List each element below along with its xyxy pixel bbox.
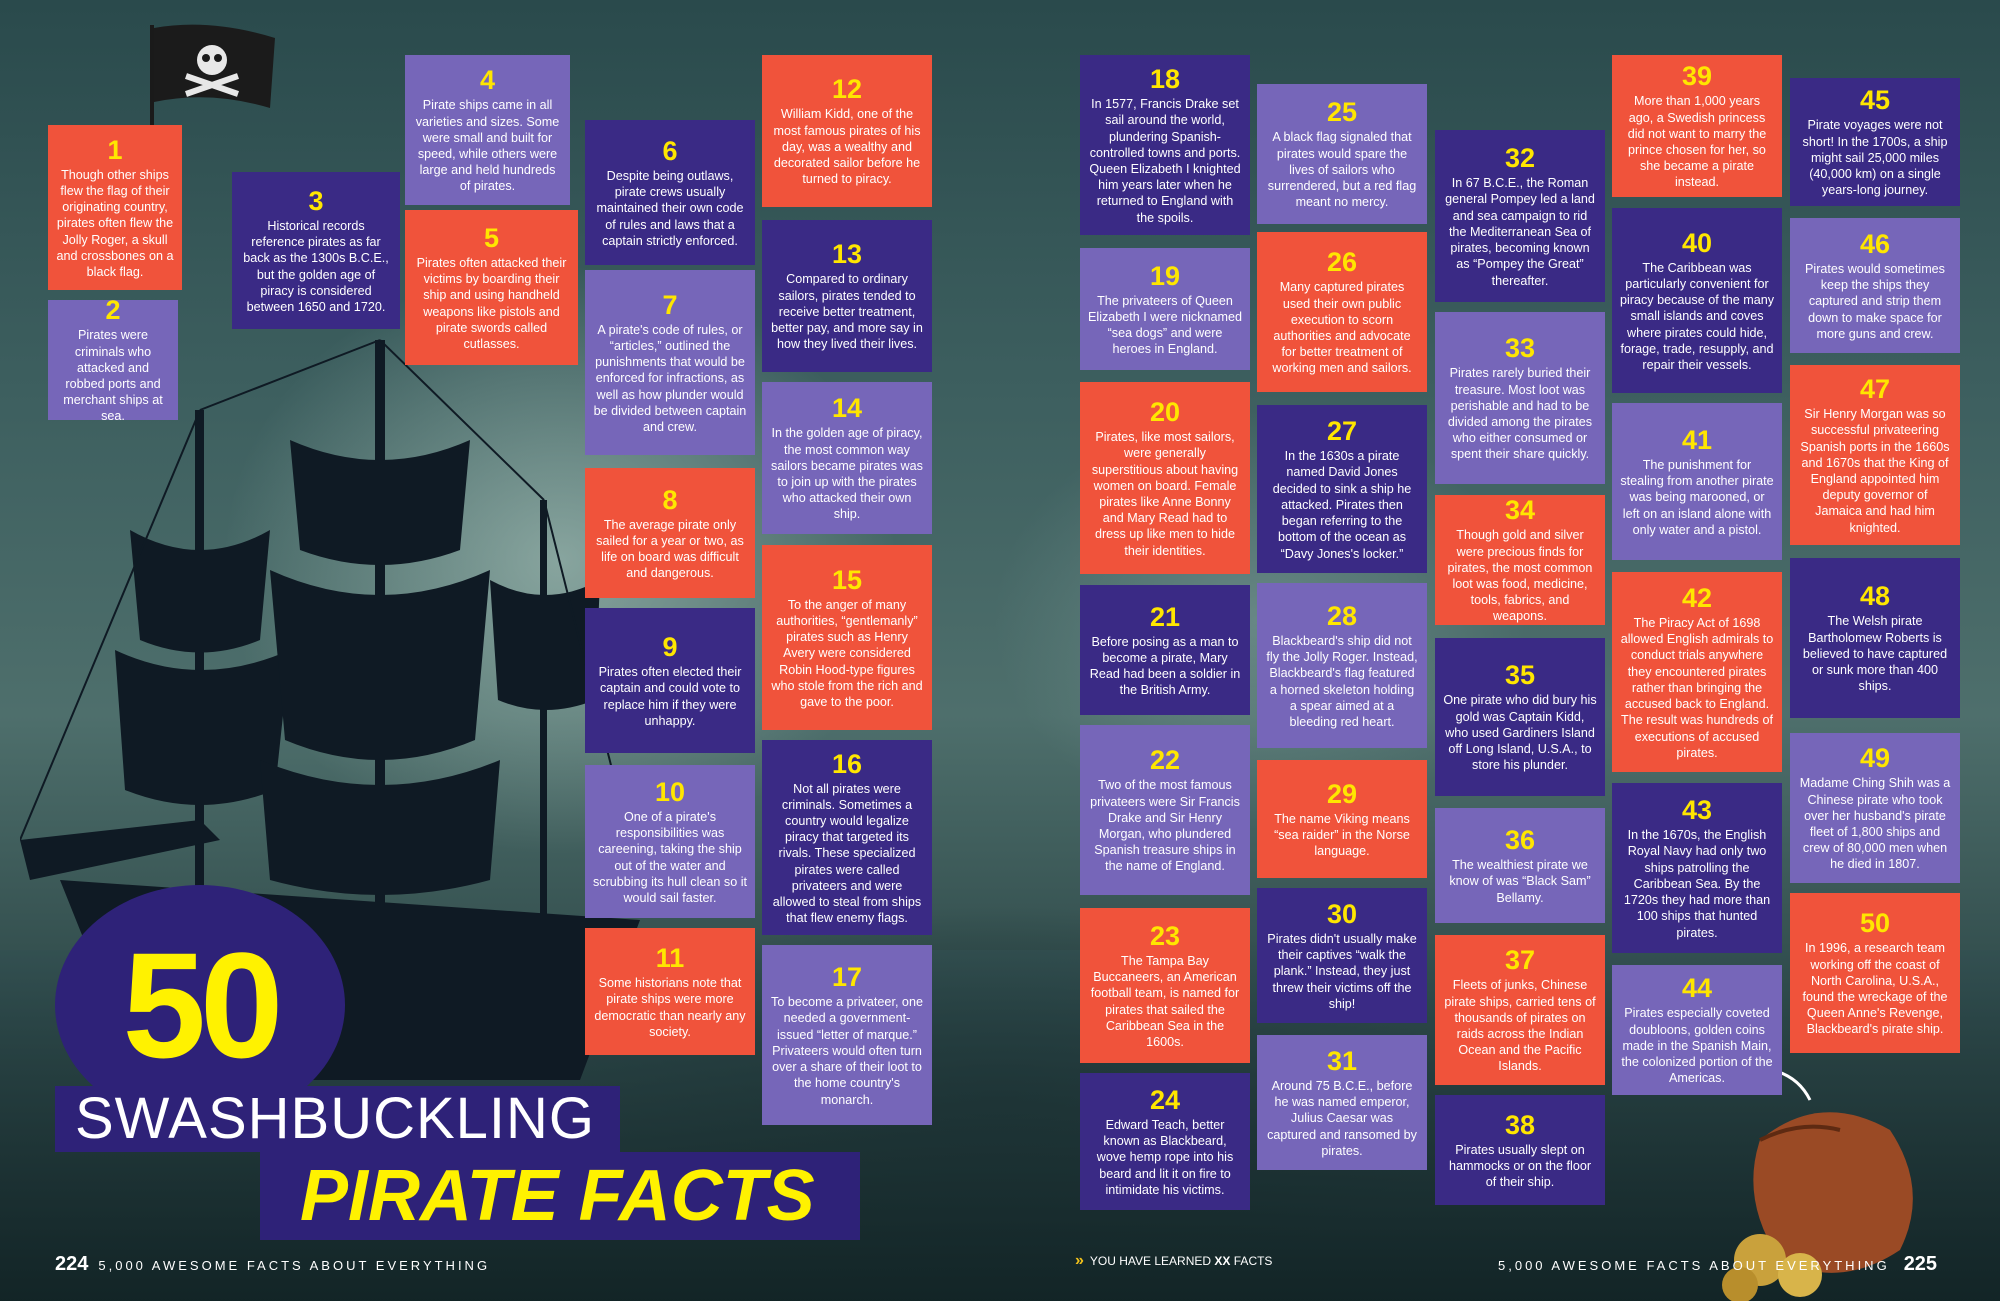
footer-left: 224 5,000 AWESOME FACTS ABOUT EVERYTHING [55,1253,490,1276]
footer-right: 5,000 AWESOME FACTS ABOUT EVERYTHING 225 [1498,1253,1937,1276]
fact-box-48: 48 The Welsh pirate Bartholomew Roberts i… [1790,558,1960,718]
fact-box-42: 42 The Piracy Act of 1698 allowed English… [1612,572,1782,772]
fact-box-5: 5 Pirates often attacked their victims by… [405,210,578,365]
fact-box-35: 35 One pirate who did bury his gold was C… [1435,638,1605,796]
fact-box-6: 6 Despite being outlaws, pirate crews usu… [585,120,755,265]
fact-box-36: 36 The wealthiest pirate we know of was “… [1435,808,1605,923]
fact-box-49: 49 Madame Ching Shih was a Chinese pirate… [1790,733,1960,883]
fact-box-12: 12 William Kidd, one of the most famous p… [762,55,932,207]
fact-box-10: 10 One of a pirate's responsibilities was… [585,765,755,918]
title-number: 50 [122,921,284,1089]
fact-box-21: 21 Before posing as a man to become a pir… [1080,585,1250,715]
fact-box-3: 3 Historical records reference pirates as… [232,172,400,329]
title-line1-bar: SWASHBUCKLING [55,1086,620,1152]
fact-box-18: 18 In 1577, Francis Drake set sail around… [1080,55,1250,235]
fact-box-31: 31 Around 75 B.C.E., before he was named … [1257,1035,1427,1170]
fact-box-45: 45 Pirate voyages were not short! In the … [1790,78,1960,206]
footer-left-text: 5,000 AWESOME FACTS ABOUT EVERYTHING [98,1258,491,1273]
fact-box-39: 39 More than 1,000 years ago, a Swedish p… [1612,55,1782,197]
fact-box-8: 8 The average pirate only sailed for a ye… [585,468,755,598]
fact-box-16: 16 Not all pirates were criminals. Someti… [762,740,932,935]
fact-box-32: 32 In 67 B.C.E., the Roman general Pompey… [1435,130,1605,302]
jolly-roger-flag-icon [150,24,275,150]
fact-box-34: 34 Though gold and silver were precious f… [1435,495,1605,625]
fact-box-25: 25 A black flag signaled that pirates wou… [1257,84,1427,224]
fact-box-27: 27 In the 1630s a pirate named David Jone… [1257,405,1427,573]
fact-box-29: 29 The name Viking means “sea raider” in … [1257,760,1427,878]
fact-box-13: 13 Compared to ordinary sailors, pirates … [762,220,932,372]
fact-box-15: 15 To the anger of many authorities, “gen… [762,545,932,730]
fact-box-22: 22 Two of the most famous privateers were… [1080,725,1250,895]
title-line2-bar: PIRATE FACTS [260,1152,860,1240]
fact-box-40: 40 The Caribbean was particularly conveni… [1612,208,1782,393]
fact-box-28: 28 Blackbeard's ship did not fly the Joll… [1257,583,1427,748]
title-line1: SWASHBUCKLING [75,1086,596,1151]
fact-box-37: 37 Fleets of junks, Chinese pirate ships,… [1435,935,1605,1085]
fact-box-41: 41 The punishment for stealing from anoth… [1612,403,1782,560]
fact-box-24: 24 Edward Teach, better known as Blackbea… [1080,1073,1250,1210]
page-number-left: 224 [55,1253,89,1275]
fact-box-20: 20 Pirates, like most sailors, were gener… [1080,382,1250,574]
fact-box-47: 47 Sir Henry Morgan was so successful pri… [1790,365,1960,545]
footer-center-count: XX [1214,1254,1231,1268]
title-number-badge: 50 [55,885,345,1125]
footer-center-post: FACTS [1233,1254,1273,1268]
treasure-pouch-icon [1722,1066,1913,1301]
footer-center: » YOU HAVE LEARNED XX FACTS [1075,1252,1272,1270]
fact-box-1: 1 Though other ships flew the flag of the… [48,125,182,290]
fact-box-43: 43 In the 1670s, the English Royal Navy h… [1612,783,1782,953]
chevron-icon: » [1075,1252,1084,1269]
fact-box-26: 26 Many captured pirates used their own p… [1257,232,1427,392]
fact-box-38: 38 Pirates usually slept on hammocks or o… [1435,1095,1605,1205]
page-number-right: 225 [1903,1253,1938,1275]
fact-box-46: 46 Pirates would sometimes keep the ships… [1790,218,1960,353]
title-line2: PIRATE FACTS [300,1156,815,1236]
fact-box-17: 17 To become a privateer, one needed a go… [762,945,932,1125]
fact-box-9: 9 Pirates often elected their captain and… [585,608,755,753]
fact-box-14: 14 In the golden age of piracy, the most … [762,382,932,534]
footer-right-text: 5,000 AWESOME FACTS ABOUT EVERYTHING [1498,1258,1890,1273]
footer-center-pre: YOU HAVE LEARNED [1089,1254,1212,1268]
fact-box-2: 2 Pirates were criminals who attacked and… [48,295,178,423]
fact-box-30: 30 Pirates didn't usually make their capt… [1257,888,1427,1023]
fact-box-44: 44 Pirates especially coveted doubloons, … [1612,965,1782,1095]
fact-box-23: 23 The Tampa Bay Buccaneers, an American … [1080,908,1250,1063]
fact-box-50: 50 In 1996, a research team working off t… [1790,893,1960,1053]
fact-box-19: 19 The privateers of Queen Elizabeth I we… [1080,248,1250,370]
fact-box-33: 33 Pirates rarely buried their treasure. … [1435,312,1605,484]
pirate-ship-icon [20,339,641,1080]
fact-box-11: 11 Some historians note that pirate ships… [585,928,755,1055]
fact-box-4: 4 Pirate ships came in all varieties and … [405,55,570,205]
